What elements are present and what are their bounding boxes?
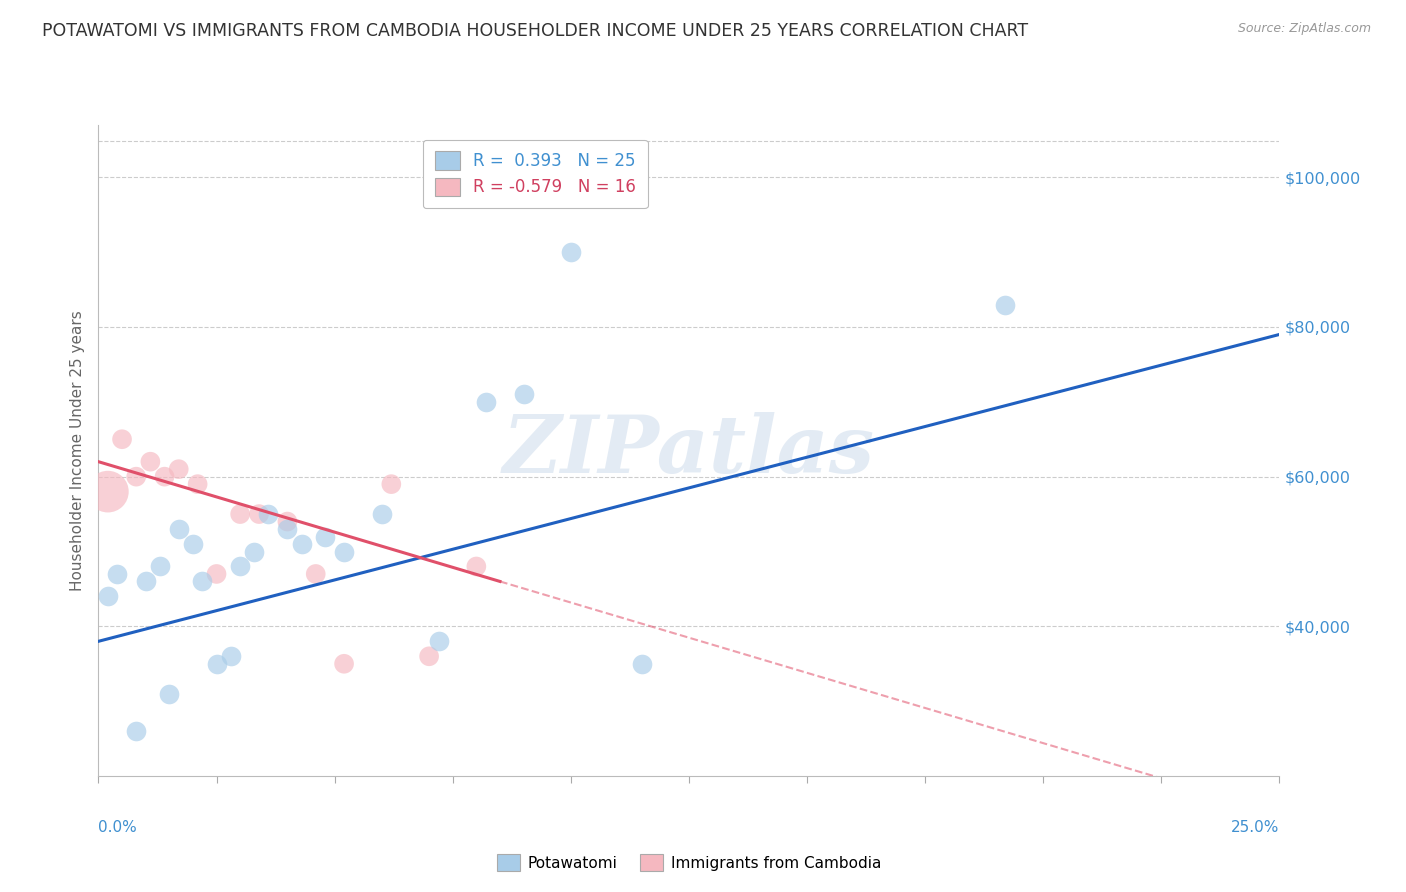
Text: POTAWATOMI VS IMMIGRANTS FROM CAMBODIA HOUSEHOLDER INCOME UNDER 25 YEARS CORRELA: POTAWATOMI VS IMMIGRANTS FROM CAMBODIA H… <box>42 22 1028 40</box>
Text: 25.0%: 25.0% <box>1232 821 1279 835</box>
Point <box>149 559 172 574</box>
Point <box>276 515 298 529</box>
Text: 0.0%: 0.0% <box>98 821 138 835</box>
Point <box>139 455 162 469</box>
Text: ZIPatlas: ZIPatlas <box>503 412 875 489</box>
Point <box>333 544 356 558</box>
Point <box>257 507 280 521</box>
Point <box>229 507 252 521</box>
Point <box>111 432 134 446</box>
Point <box>314 529 336 543</box>
Point <box>167 522 190 536</box>
Point <box>181 537 204 551</box>
Point <box>135 574 157 589</box>
Point <box>243 544 266 558</box>
Point <box>276 522 298 536</box>
Point <box>97 484 120 499</box>
Point <box>465 559 488 574</box>
Y-axis label: Householder Income Under 25 years: Householder Income Under 25 years <box>69 310 84 591</box>
Point <box>333 657 356 671</box>
Point <box>305 566 328 581</box>
Point <box>125 469 148 483</box>
Point <box>205 566 228 581</box>
Point <box>560 245 582 260</box>
Point <box>105 566 128 581</box>
Point <box>187 477 209 491</box>
Point <box>125 724 148 739</box>
Point <box>380 477 402 491</box>
Point <box>247 507 270 521</box>
Text: Source: ZipAtlas.com: Source: ZipAtlas.com <box>1237 22 1371 36</box>
Point <box>205 657 228 671</box>
Point <box>290 537 312 551</box>
Point <box>418 649 440 664</box>
Point <box>630 657 652 671</box>
Point <box>229 559 252 574</box>
Point <box>167 462 190 476</box>
Point <box>512 387 534 401</box>
Point <box>157 687 180 701</box>
Legend: Potawatomi, Immigrants from Cambodia: Potawatomi, Immigrants from Cambodia <box>491 848 887 877</box>
Point <box>97 590 120 604</box>
Point <box>427 634 450 648</box>
Point <box>475 394 498 409</box>
Point <box>153 469 176 483</box>
Point <box>994 297 1017 311</box>
Point <box>371 507 394 521</box>
Point <box>219 649 242 664</box>
Point <box>191 574 214 589</box>
Legend: R =  0.393   N = 25, R = -0.579   N = 16: R = 0.393 N = 25, R = -0.579 N = 16 <box>423 140 648 208</box>
